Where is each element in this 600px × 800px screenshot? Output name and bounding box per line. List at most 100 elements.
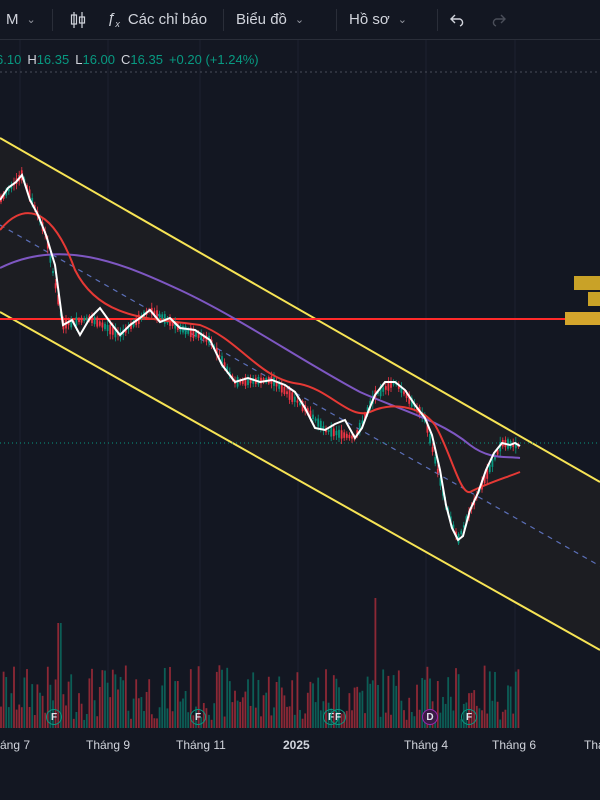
candle-body (390, 381, 392, 388)
volume-bar (234, 690, 236, 728)
volume-bar (293, 714, 296, 728)
event-marker-f[interactable]: F (46, 709, 62, 725)
candle-body (275, 381, 278, 387)
candle-body (314, 418, 317, 421)
volume-bar (145, 691, 148, 728)
volume-bar (31, 684, 34, 728)
volume-bar (218, 665, 221, 728)
chevron-down-icon: ⌄ (294, 14, 305, 26)
chart-type-menu[interactable]: Biểu đồ ⌄ (224, 0, 336, 40)
volume-bar (5, 677, 8, 728)
volume-bar (137, 698, 140, 728)
volume-bar (291, 680, 294, 728)
candle-body (291, 392, 294, 402)
candle-body (494, 455, 496, 460)
candle-body (239, 380, 242, 384)
volume-bar (408, 697, 411, 728)
volume-bar (44, 712, 47, 728)
volume-bar (353, 687, 356, 728)
volume-bar (93, 700, 96, 728)
volume-bar (23, 677, 26, 728)
volume-bar (260, 716, 262, 728)
volume-bar (59, 623, 62, 728)
volume-bar (158, 707, 161, 728)
volume-bar (0, 706, 2, 728)
volume-bar (275, 682, 278, 728)
volume-bar (283, 695, 286, 728)
volume-bar (491, 700, 494, 728)
volume-bar (348, 693, 351, 728)
candle-body (382, 387, 385, 392)
volume-bar (26, 669, 28, 728)
indicators-button[interactable]: ƒx Các chỉ báo (103, 0, 223, 40)
candle-body (202, 335, 205, 340)
candle-body (405, 393, 408, 399)
candle-body (101, 322, 104, 328)
candle-body (153, 310, 156, 315)
volume-bar (296, 672, 299, 728)
candle-body (249, 379, 252, 384)
volume-bar (20, 707, 23, 728)
volume-bar (143, 711, 145, 728)
channel-lower-line[interactable] (0, 311, 600, 651)
volume-bar (444, 703, 447, 728)
candle-body (491, 459, 494, 467)
volume-bar (379, 716, 382, 728)
volume-bar (150, 714, 153, 728)
volume-bar (382, 669, 385, 728)
volume-bar (187, 712, 190, 728)
volume-bar (208, 714, 210, 728)
indicators-label: Các chỉ báo (127, 11, 208, 28)
volume-bar (483, 665, 486, 728)
price-chart[interactable] (0, 40, 600, 760)
ma-red-line (0, 212, 521, 493)
channel-fill (0, 138, 600, 650)
redo-button[interactable] (478, 0, 518, 40)
candle-body (403, 391, 405, 395)
channel-upper-line[interactable] (0, 137, 600, 483)
event-marker-d[interactable]: D (422, 709, 438, 725)
volume-bar (478, 708, 481, 728)
volume-bar (447, 677, 450, 728)
candle-body (130, 322, 132, 329)
volume-bar (496, 701, 499, 728)
volume-bar (221, 669, 223, 728)
volume-bar (262, 695, 265, 728)
volume-bar (361, 690, 364, 728)
profile-menu[interactable]: Hồ sơ ⌄ (337, 0, 437, 40)
x-tick-label: Tháng 9 (86, 738, 131, 752)
volume-bar (104, 670, 106, 728)
interval-selector[interactable]: M ⌄ (0, 0, 52, 40)
candle-body (343, 432, 346, 438)
volume-bar (247, 679, 249, 728)
volume-bar (452, 710, 455, 728)
volume-bar (223, 716, 226, 728)
event-marker-f[interactable]: F (461, 709, 477, 725)
event-marker-f[interactable]: F (330, 709, 346, 725)
volume-bar (156, 718, 158, 728)
volume-bar (163, 667, 166, 728)
volume-bar (85, 714, 88, 728)
event-marker-f[interactable]: F (190, 709, 206, 725)
volume-bar (436, 681, 439, 728)
time-axis[interactable]: áng 7 Tháng 9 Tháng 11 2025 Tháng 4 Thán… (0, 730, 600, 760)
candle-body (54, 283, 57, 289)
volume-bar (486, 713, 489, 728)
volume-bar (78, 693, 80, 728)
volume-bar (304, 713, 307, 728)
change-value: +0.20 (+1.24%) (168, 52, 259, 67)
candle-body (189, 327, 192, 338)
volume-bar (36, 684, 39, 728)
candle-body (161, 314, 164, 321)
candle-body (377, 392, 379, 395)
candle-body (260, 377, 262, 384)
volume-bar (426, 666, 429, 728)
volume-bar (62, 694, 65, 728)
volume-bar (140, 697, 143, 728)
volume-bar (239, 701, 242, 728)
candlestick-type-button[interactable] (53, 0, 103, 40)
candle-body (397, 384, 400, 389)
volume-bar (91, 668, 93, 728)
undo-button[interactable] (438, 0, 478, 40)
